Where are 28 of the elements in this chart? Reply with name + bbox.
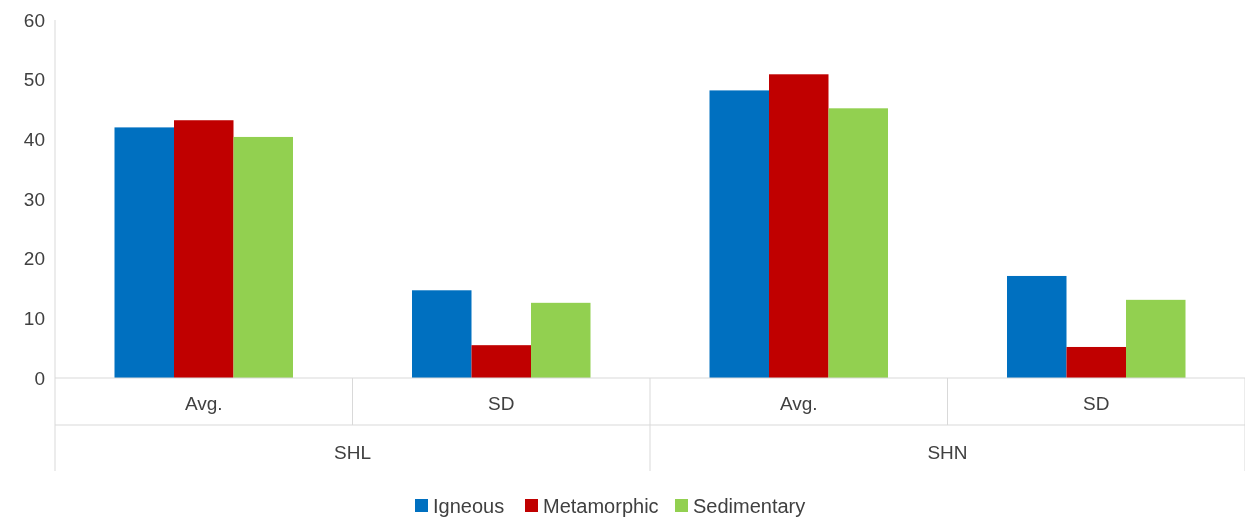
text: SHN xyxy=(927,442,968,463)
bar xyxy=(114,127,174,378)
y-tick-label: 40 xyxy=(23,128,45,150)
x-tick-label: Avg. xyxy=(779,393,818,414)
y-tick-label: 60 xyxy=(23,9,45,31)
x-tick-label: Avg. xyxy=(184,393,223,414)
text: SHL xyxy=(334,442,371,463)
bar xyxy=(828,108,888,378)
x-tick-label: SD xyxy=(488,393,515,414)
bar xyxy=(1007,275,1067,378)
bar xyxy=(412,290,472,378)
bar xyxy=(531,302,591,378)
bar xyxy=(709,90,769,378)
y-tick-label: 10 xyxy=(23,307,45,329)
bar xyxy=(233,136,293,378)
legend-label: Metamorphic xyxy=(543,495,659,517)
y-tick-label: 0 xyxy=(34,367,45,389)
bar xyxy=(174,120,234,378)
legend-label: Igneous xyxy=(433,495,505,517)
x-tick-label: SD xyxy=(1083,393,1110,414)
bar xyxy=(769,74,829,378)
bar xyxy=(1066,346,1126,378)
y-tick-label: 20 xyxy=(23,248,45,270)
bar xyxy=(471,345,531,378)
legend-label: Sedimentary xyxy=(693,495,806,517)
bar xyxy=(1126,299,1186,378)
y-tick-label: 30 xyxy=(23,188,45,210)
y-tick-label: 50 xyxy=(23,69,45,91)
